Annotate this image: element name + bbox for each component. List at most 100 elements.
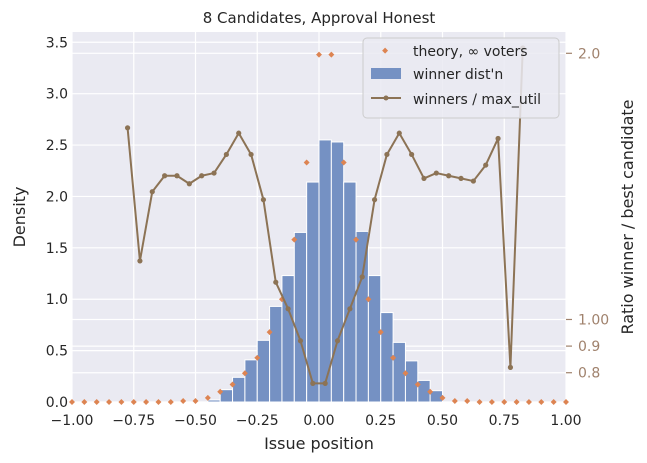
ratio-point: [248, 151, 254, 158]
right-tick-label: 1.00: [578, 312, 609, 328]
ratio-point: [124, 125, 131, 131]
y-tick-label: 2.5: [46, 138, 68, 154]
ratio-point: [458, 175, 464, 182]
ratio-point: [199, 173, 205, 179]
legend-bars-swatch: [371, 68, 401, 79]
x-tick-label: 0.00: [303, 413, 334, 429]
ratio-point: [359, 274, 365, 280]
ratio-point: [236, 130, 242, 136]
legend-theory-label: theory, ∞ voters: [413, 44, 528, 60]
ratio-point: [483, 162, 489, 168]
y-tick-label: 0.0: [46, 395, 68, 411]
legend-bars-label: winner dist'n: [413, 67, 503, 83]
x-tick-label: 1.00: [550, 413, 581, 429]
y-tick-label: 1.0: [46, 292, 68, 308]
ratio-point: [470, 178, 476, 184]
right-tick-label: 0.9: [578, 339, 600, 355]
right-tick-label: 2.0: [578, 46, 600, 62]
ratio-point: [285, 306, 291, 312]
ratio-point: [137, 258, 143, 264]
y-tick-label: 3.5: [46, 35, 68, 51]
histogram-bar: [232, 376, 246, 403]
ratio-point: [174, 173, 180, 179]
ratio-point: [371, 197, 378, 203]
ratio-point: [149, 189, 155, 195]
ratio-point: [495, 135, 501, 142]
y-axis-ticks: 0.0 0.5 1.0 1.5 2.0 2.5 3.0 3.5: [46, 35, 68, 411]
theory-point: [488, 399, 495, 405]
ratio-point: [347, 306, 353, 312]
ratio-point: [384, 151, 390, 158]
theory-point: [538, 399, 545, 405]
right-tick-label: 0.8: [578, 366, 600, 382]
x-tick-label: −0.25: [236, 413, 279, 429]
x-tick-label: −0.75: [112, 413, 155, 429]
right-axis-label: Ratio winner / best candidate: [618, 99, 637, 334]
ratio-point: [396, 130, 402, 136]
theory-point: [180, 398, 187, 404]
x-tick-label: −0.50: [174, 413, 217, 429]
ratio-point: [322, 380, 328, 386]
legend-box: [362, 37, 560, 119]
ratio-point: [297, 338, 304, 344]
x-tick-label: 0.50: [427, 413, 458, 429]
ratio-point: [334, 338, 341, 344]
ratio-line: [124, 45, 526, 386]
legend-ratio-label: winners / max_util: [413, 92, 541, 108]
histogram-bar: [367, 275, 382, 403]
histogram-bar: [256, 339, 271, 403]
ratio-point: [273, 279, 279, 285]
y-tick-label: 1.5: [46, 241, 68, 257]
theory-point: [513, 399, 520, 405]
right-axis-ticks: 0.8 0.9 1.00 2.0: [566, 46, 609, 382]
theory-point: [266, 329, 273, 336]
ratio-point: [260, 197, 267, 203]
theory-point: [217, 388, 224, 395]
theory-point: [464, 398, 471, 404]
theory-point: [402, 370, 409, 377]
theory-point: [439, 394, 446, 401]
histogram-bar: [318, 139, 332, 403]
theory-point: [563, 399, 569, 405]
x-tick-label: 0.25: [365, 413, 396, 429]
ratio-point: [507, 364, 514, 370]
x-axis-label: Issue position: [264, 434, 374, 453]
histogram-bar: [281, 275, 295, 403]
theory-point: [291, 236, 298, 243]
theory-point: [451, 398, 458, 404]
histogram-bar: [269, 305, 283, 403]
histogram-bars: [207, 139, 443, 403]
theory-point: [427, 388, 434, 395]
chart-title: 8 Candidates, Approval Honest: [203, 9, 436, 27]
ratio-point: [446, 173, 452, 179]
histogram-bar: [330, 141, 345, 403]
theory-point: [254, 354, 261, 361]
theory-point: [365, 296, 372, 303]
y-tick-label: 2.0: [46, 189, 68, 205]
ratio-point: [211, 170, 217, 176]
histogram-bar: [355, 230, 369, 403]
ratio-point: [186, 181, 192, 187]
theory-point: [155, 399, 162, 405]
y-tick-label: 3.0: [46, 87, 68, 103]
histogram-bar: [293, 231, 308, 403]
ratio-point: [162, 173, 168, 179]
ratio-point: [223, 151, 229, 158]
ratio-point: [409, 151, 415, 158]
histogram-bar: [244, 359, 258, 403]
histogram-bar: [404, 360, 419, 403]
ratio-point: [421, 175, 427, 182]
y-axis-label: Density: [10, 187, 29, 248]
x-tick-label: −1.00: [51, 413, 94, 429]
x-axis-ticks: −1.00 −0.75 −0.50 −0.25 0.00 0.25 0.50 0.75 1.00: [51, 413, 582, 429]
legend: theory, ∞ voters winner dist'n winners /…: [362, 37, 560, 119]
ratio-point: [433, 170, 439, 176]
theory-point: [377, 329, 384, 336]
x-tick-label: 0.75: [489, 413, 520, 429]
theory-point: [501, 399, 508, 405]
ratio-point: [310, 380, 316, 386]
theory-point: [241, 370, 248, 377]
legend-ratio-marker: [383, 95, 389, 101]
theory-point: [353, 236, 360, 243]
